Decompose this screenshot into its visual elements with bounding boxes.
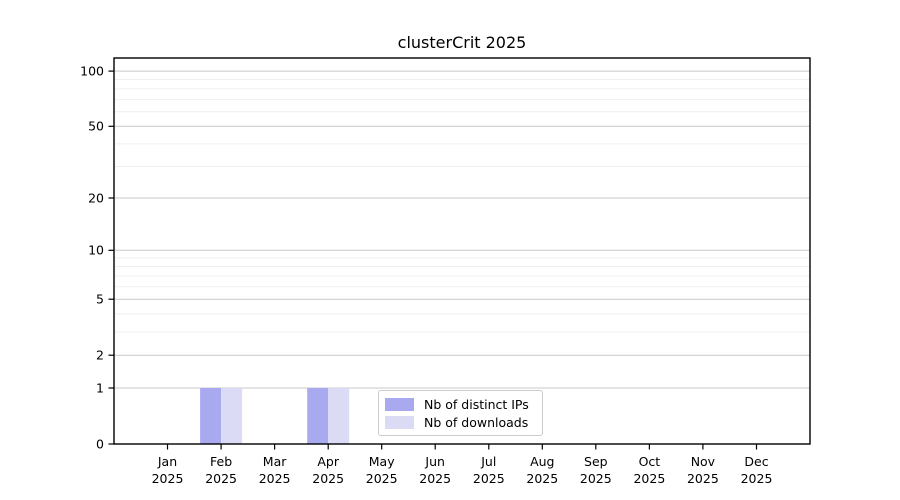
- legend-item-downloads: Nb of downloads: [385, 414, 542, 431]
- x-tick-label-month: Jun: [424, 454, 445, 469]
- x-tick-label-month: Jul: [480, 454, 496, 469]
- x-tick-label-year: 2025: [152, 471, 184, 486]
- y-tick-label: 100: [80, 64, 104, 79]
- bar-nb-of-distinct-ips-feb: [200, 388, 222, 444]
- y-tick-label: 10: [88, 243, 104, 258]
- x-tick-label-month: Aug: [530, 454, 554, 469]
- x-tick-label-month: Jan: [157, 454, 177, 469]
- legend-label-downloads: Nb of downloads: [424, 415, 529, 430]
- bar-nb-of-downloads-feb: [221, 388, 243, 444]
- bar-nb-of-downloads-apr: [328, 388, 350, 444]
- y-tick-label: 20: [88, 190, 104, 205]
- x-tick-label-month: Nov: [691, 454, 716, 469]
- y-tick-label: 2: [96, 348, 104, 363]
- x-tick-label-year: 2025: [741, 471, 773, 486]
- legend-swatch-distinct-ips: [385, 398, 414, 411]
- x-tick-label-year: 2025: [580, 471, 612, 486]
- y-tick-label: 0: [96, 436, 104, 451]
- x-tick-label-year: 2025: [633, 471, 665, 486]
- x-tick-label-year: 2025: [473, 471, 505, 486]
- y-tick-label: 5: [96, 292, 104, 307]
- x-tick-label-year: 2025: [687, 471, 719, 486]
- x-tick-label-month: Feb: [210, 454, 232, 469]
- x-tick-label-year: 2025: [419, 471, 451, 486]
- legend-label-distinct-ips: Nb of distinct IPs: [424, 397, 529, 412]
- y-tick-label: 1: [96, 380, 104, 395]
- x-tick-label-month: Oct: [639, 454, 661, 469]
- x-tick-label-year: 2025: [526, 471, 558, 486]
- bar-nb-of-distinct-ips-apr: [307, 388, 329, 444]
- legend-swatch-downloads: [385, 416, 414, 429]
- x-tick-label-month: Mar: [263, 454, 287, 469]
- x-tick-label-year: 2025: [259, 471, 291, 486]
- x-tick-label-month: Apr: [317, 454, 339, 469]
- x-tick-label-year: 2025: [366, 471, 398, 486]
- x-tick-label-month: Sep: [584, 454, 608, 469]
- legend-item-distinct-ips: Nb of distinct IPs: [385, 396, 542, 413]
- y-tick-label: 50: [88, 119, 104, 134]
- plot-frame: [113, 57, 811, 445]
- x-tick-label-year: 2025: [312, 471, 344, 486]
- x-tick-label-month: May: [369, 454, 395, 469]
- x-tick-label-month: Dec: [744, 454, 768, 469]
- chart-title: clusterCrit 2025: [397, 33, 527, 52]
- legend: Nb of distinct IPs Nb of downloads: [378, 390, 543, 436]
- x-tick-label-year: 2025: [205, 471, 237, 486]
